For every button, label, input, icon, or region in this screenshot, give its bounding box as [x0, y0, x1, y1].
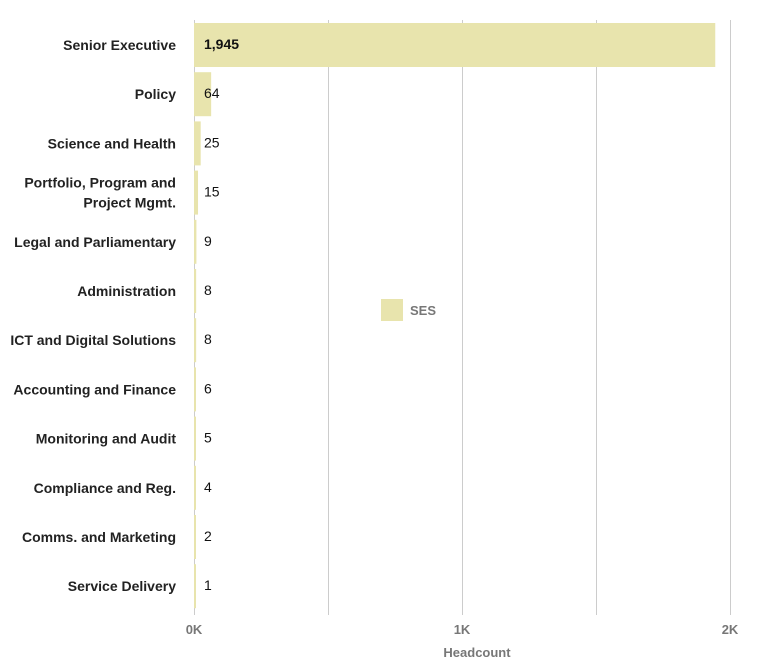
value-label: 2: [204, 528, 212, 544]
bar: [194, 72, 212, 117]
value-label: 4: [204, 479, 212, 495]
bar: [194, 219, 197, 264]
category-label: Service Delivery: [68, 578, 176, 594]
x-axis-ticks: 0K 1K 2K: [186, 622, 739, 637]
legend-label-ses: SES: [410, 303, 436, 318]
bar: [194, 269, 197, 313]
category-label: ICT and Digital Solutions: [10, 332, 176, 348]
legend: SES: [381, 299, 436, 321]
bar: [194, 515, 196, 559]
category-label: Compliance and Reg.: [34, 480, 176, 496]
x-tick-label: 0K: [186, 622, 203, 637]
value-label: 1: [204, 577, 212, 593]
value-label: 25: [204, 134, 220, 150]
gridlines: [194, 20, 731, 615]
value-labels: 1,945 64 25 15 9 8 8 6 5 4 2 1: [204, 36, 239, 593]
category-label: Senior Executive: [63, 37, 176, 53]
bar: [194, 564, 196, 609]
category-label: Portfolio, Program and Project Mgmt.: [24, 175, 176, 211]
category-label: Comms. and Marketing: [22, 529, 176, 545]
bar: [194, 465, 196, 510]
value-label: 9: [204, 233, 212, 249]
value-label: 1,945: [204, 36, 239, 52]
category-label: Science and Health: [48, 135, 176, 151]
category-label: Monitoring and Audit: [36, 431, 177, 447]
value-label: 6: [204, 380, 212, 396]
category-label: Legal and Parliamentary: [14, 234, 176, 250]
value-label: 8: [204, 331, 212, 347]
category-label: Accounting and Finance: [13, 381, 176, 397]
legend-swatch-ses: [381, 299, 403, 321]
value-label: 64: [204, 85, 220, 101]
bar: [194, 318, 197, 363]
category-label: Administration: [77, 283, 176, 299]
bar: [194, 121, 201, 166]
value-label: 8: [204, 282, 212, 298]
bar: [194, 170, 199, 215]
value-label: 15: [204, 184, 220, 200]
category-labels: Senior Executive Policy Science and Health…: [10, 37, 176, 594]
bars: [194, 23, 716, 609]
value-label: 5: [204, 430, 212, 446]
bar: [194, 416, 196, 461]
bar: [194, 367, 196, 412]
bar: [194, 23, 716, 67]
x-tick-label: 1K: [454, 622, 471, 637]
category-label: Policy: [135, 86, 176, 102]
x-tick-label: 2K: [722, 622, 739, 637]
x-axis-title: Headcount: [443, 645, 511, 660]
